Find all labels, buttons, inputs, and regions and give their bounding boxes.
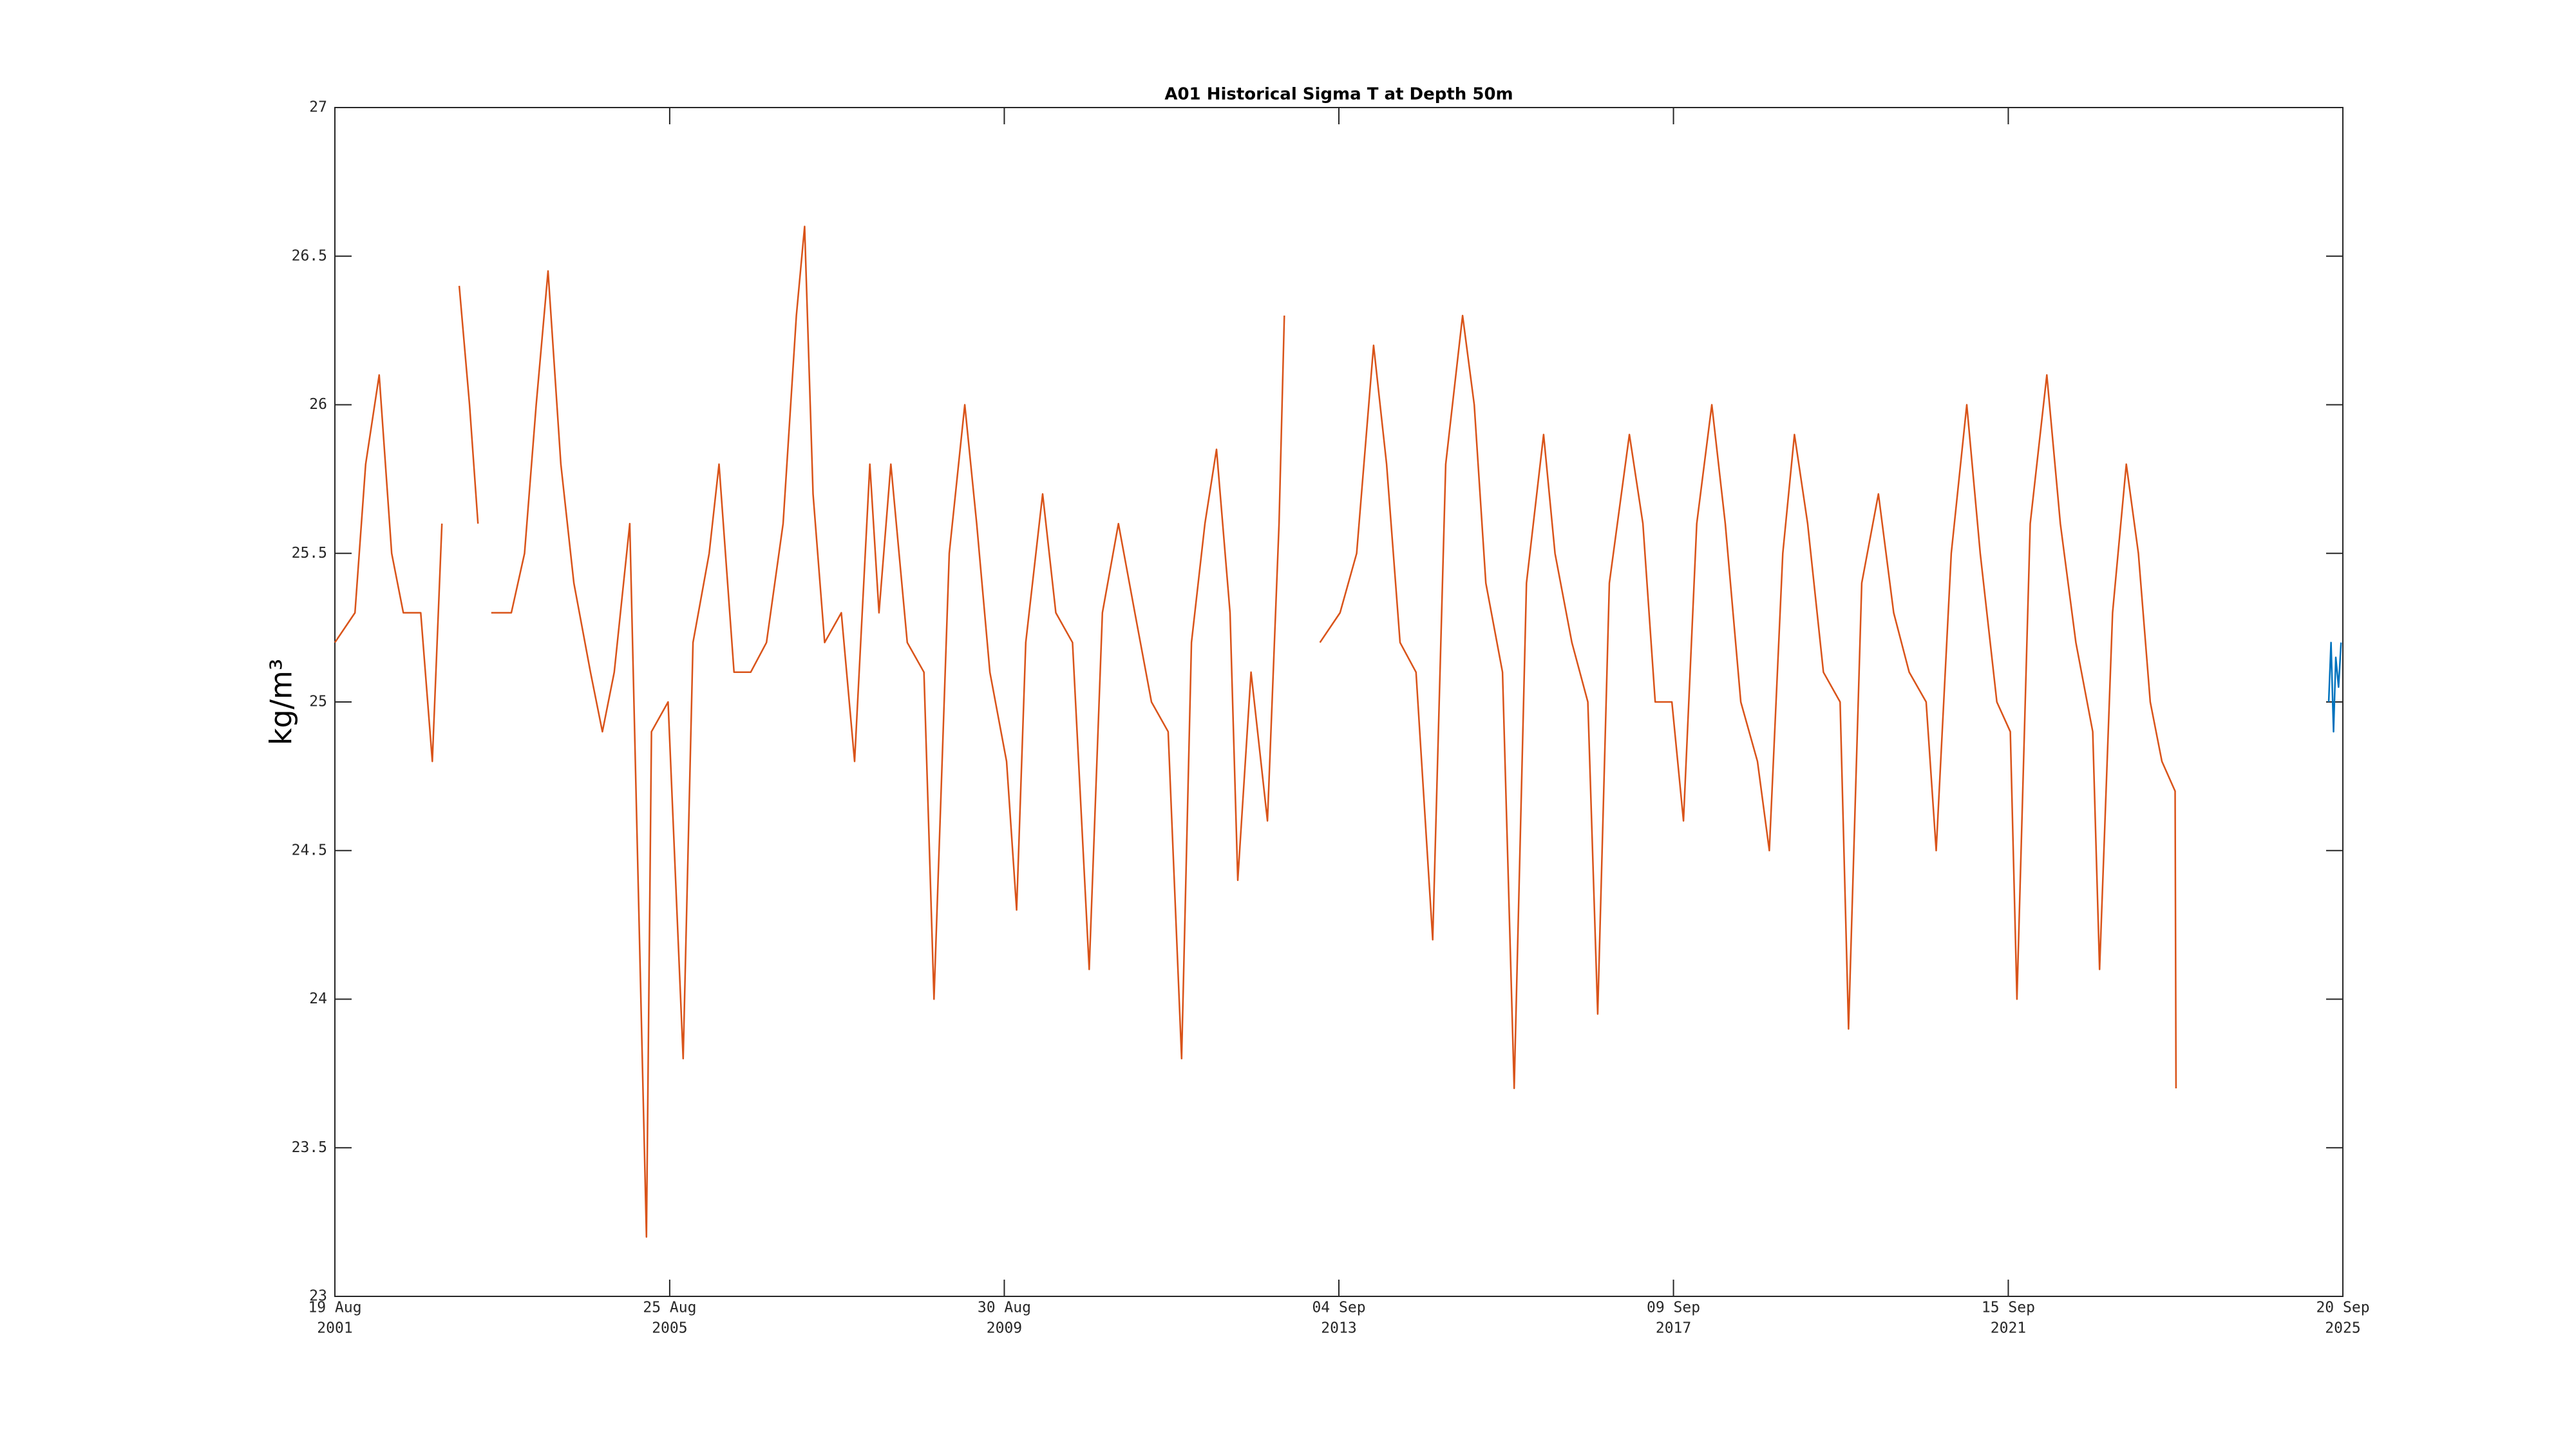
x-tick-label: 2009 [987, 1320, 1022, 1337]
data-line [2327, 641, 2342, 733]
y-axis-label: kg/m³ [264, 659, 299, 746]
x-tick-label: 25 Aug [643, 1300, 696, 1316]
x-tick-label: 2013 [1321, 1320, 1356, 1337]
x-tick-label: 2005 [652, 1320, 687, 1337]
data-line [491, 225, 1285, 1238]
y-tick-label: 23 [309, 1288, 327, 1305]
x-tick-label: 2017 [1656, 1320, 1691, 1337]
plot-area [334, 107, 2344, 1297]
x-tick-label: 30 Aug [978, 1300, 1031, 1316]
data-line [458, 285, 479, 524]
y-tick-label: 26.5 [292, 247, 327, 264]
x-tick-label: 19 Aug [308, 1300, 361, 1316]
data-line [1319, 314, 2177, 1090]
y-tick-label: 26 [309, 396, 327, 413]
y-tick-label: 25.5 [292, 545, 327, 562]
x-tick-label: 2021 [1991, 1320, 2026, 1337]
data-line [334, 374, 443, 762]
x-tick-label: 20 Sep [2316, 1300, 2369, 1316]
x-tick-label: 15 Sep [1982, 1300, 2035, 1316]
y-tick-label: 24 [309, 990, 327, 1007]
x-tick-label: 09 Sep [1647, 1300, 1700, 1316]
x-tick-label: 2025 [2325, 1320, 2360, 1337]
chart-title: A01 Historical Sigma T at Depth 50m [1164, 85, 1513, 104]
y-tick-label: 24.5 [292, 842, 327, 858]
x-tick-label: 04 Sep [1312, 1300, 1365, 1316]
y-tick-label: 23.5 [292, 1139, 327, 1156]
x-tick-label: 2001 [317, 1320, 352, 1337]
y-tick-label: 27 [309, 99, 327, 116]
y-tick-label: 25 [309, 694, 327, 710]
